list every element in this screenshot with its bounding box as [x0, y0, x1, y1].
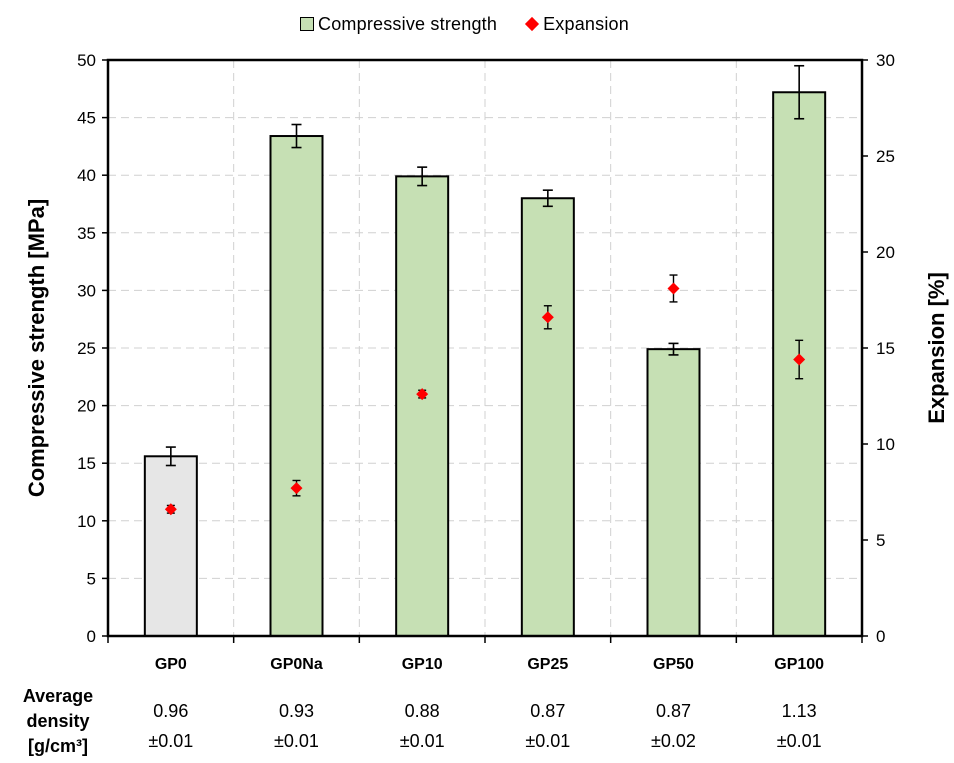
y-tick-label: 30	[77, 281, 96, 300]
y2-tick-label: 25	[876, 147, 895, 166]
density-mean: 1.13	[781, 701, 817, 721]
legend-diamond-swatch	[525, 16, 540, 32]
y-tick-label: 45	[77, 109, 96, 128]
density-sd: ±0.02	[651, 731, 696, 751]
x-tick-label: GP100	[774, 656, 824, 673]
legend-item-expansion: Expansion	[523, 14, 629, 35]
y-tick-label: 20	[77, 397, 96, 416]
y2-tick-label: 15	[876, 339, 895, 358]
x-tick-label: GP10	[402, 656, 443, 673]
y-tick-label: 0	[87, 627, 96, 646]
y-axis-title: Compressive strength [MPa]	[24, 199, 49, 497]
bar	[143, 455, 198, 637]
density-sd: ±0.01	[148, 731, 194, 751]
density-mean: 0.87	[530, 701, 566, 721]
legend-label-compressive-strength: Compressive strength	[318, 13, 498, 34]
bar	[646, 348, 701, 637]
density-header-line3: [g/cm³]	[28, 736, 88, 756]
x-tick-label: GP25	[527, 656, 568, 673]
expansion-point	[164, 503, 177, 516]
bar	[520, 197, 575, 638]
expansion-point	[793, 353, 806, 366]
density-mean: 0.96	[153, 701, 189, 721]
y-tick-label: 40	[77, 166, 96, 185]
x-tick-label: GP0Na	[270, 656, 323, 673]
density-sd: ±0.01	[399, 731, 445, 751]
legend-bar-swatch	[300, 17, 314, 31]
expansion-point	[667, 282, 680, 295]
y2-tick-label: 20	[876, 243, 895, 262]
bar	[395, 175, 450, 638]
x-tick-label: GP0	[155, 656, 187, 673]
expansion-point	[416, 388, 429, 401]
y2-tick-label: 30	[876, 51, 895, 70]
x-tick-label: GP50	[653, 656, 694, 673]
y2-tick-label: 0	[876, 627, 885, 646]
y2-tick-label: 5	[876, 531, 885, 550]
y-tick-label: 25	[77, 339, 96, 358]
y2-tick-label: 10	[876, 435, 895, 454]
density-header-line2: density	[26, 711, 90, 731]
density-sd: ±0.01	[274, 731, 319, 751]
legend-label-expansion: Expansion	[543, 13, 629, 34]
y-tick-label: 5	[87, 569, 96, 588]
expansion-point	[541, 311, 554, 324]
density-mean: 0.93	[278, 701, 315, 721]
y-tick-label: 10	[77, 512, 96, 531]
y2-axis-title: Expansion [%]	[924, 272, 949, 424]
expansion-point	[290, 482, 303, 495]
density-mean: 0.87	[655, 701, 692, 721]
combo-chart: Compressive strength [MPa] Expansion [%]…	[24, 51, 949, 673]
density-sd: ±0.01	[776, 731, 822, 751]
chart-legend: Compressive strength Expansion	[300, 13, 655, 35]
y-tick-label: 50	[77, 51, 96, 70]
bar	[269, 135, 324, 637]
density-mean: 0.88	[404, 701, 440, 721]
legend-item-compressive-strength: Compressive strength	[300, 14, 497, 35]
density-sd: ±0.01	[525, 731, 571, 751]
density-header-line1: Average	[22, 686, 94, 706]
y-tick-label: 35	[77, 224, 96, 243]
density-header: Average density [g/cm³]	[8, 684, 108, 759]
y-tick-label: 15	[77, 454, 96, 473]
